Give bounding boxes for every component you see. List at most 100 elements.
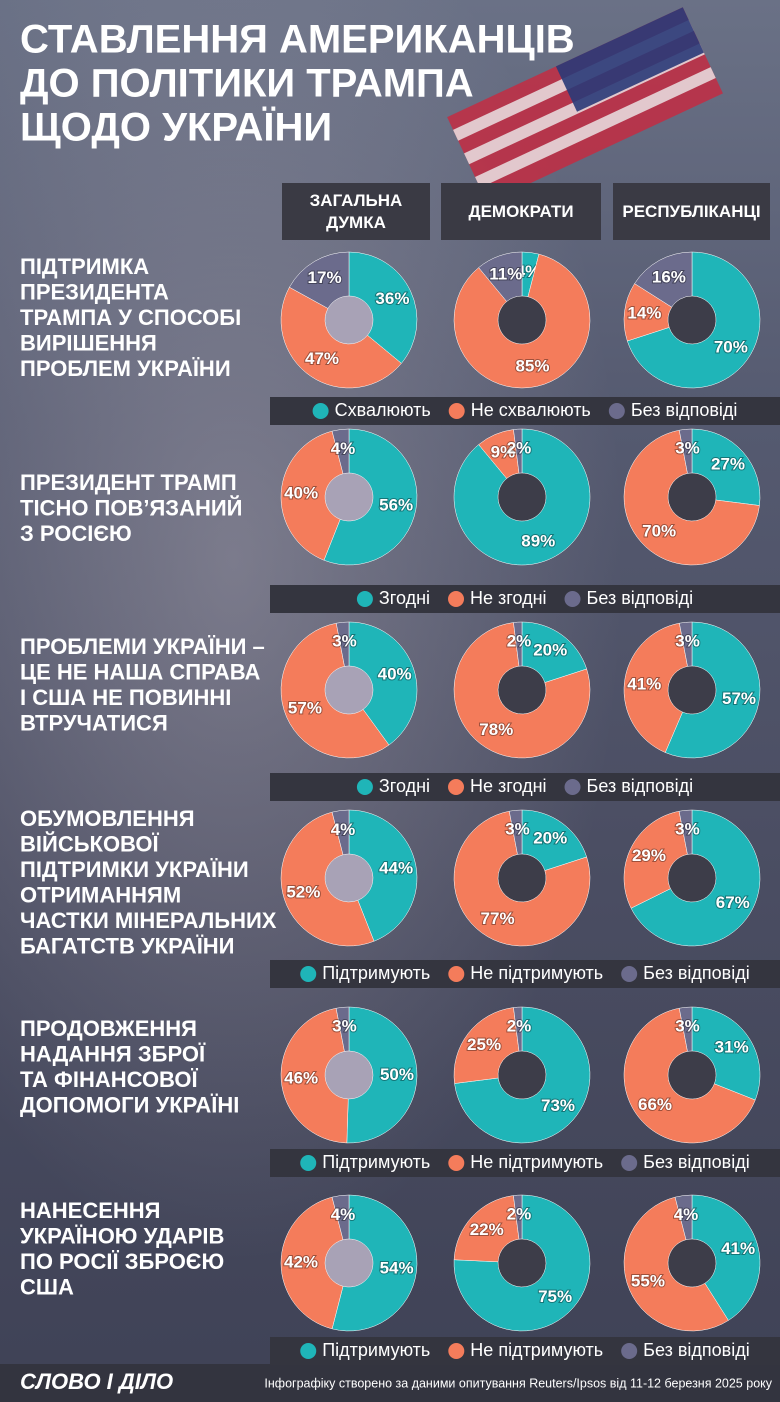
legend-swatch [300,966,317,982]
data-label: 50% [380,1065,414,1084]
data-label: 47% [305,349,339,368]
donut-segment [331,1194,418,1332]
legend-bar [270,1149,780,1177]
donut-segment [331,1194,350,1241]
data-label: 22% [470,1220,504,1239]
donut-segment [623,622,688,753]
legend-swatch [564,591,581,607]
donut-hole [498,473,546,521]
question-line: ТРАМПА У СПОСОБІ [20,305,241,330]
donut-segment [627,251,761,389]
legend-bar [270,960,780,988]
donut-hole [325,1239,373,1287]
title-line: ДО ПОЛІТИКИ ТРАМПА [20,62,474,106]
donut-segment [348,621,418,746]
donut-hole [668,296,716,344]
donut-segment [453,622,591,759]
data-label: 55% [631,1272,665,1291]
donut-segment [478,251,523,302]
legend-swatch [300,1343,317,1359]
legend: Згодні Не згодні Без відповіді [356,588,693,608]
question-line: І США НЕ ПОВИННІ [20,685,231,710]
donut-segment [346,1006,418,1144]
data-label: 3% [332,632,357,651]
legend-swatch [621,966,638,982]
flag [447,7,723,204]
data-label: 4% [331,439,356,458]
question-line: ОТРИМАННЯМ [20,882,181,907]
legend-label: Не підтримують [470,1152,603,1172]
data-label: 27% [711,455,745,474]
donut-segment [623,1196,729,1332]
data-label: 54% [380,1259,414,1278]
donut-segment [348,251,418,364]
legend-swatch [448,1155,465,1171]
donut-segment [679,621,693,667]
data-label: 3% [332,1017,357,1036]
data-label: 9% [491,442,516,461]
data-label: 89% [521,532,555,551]
question-line: ПРОБЛЕМ УКРАЇНИ [20,356,231,381]
donut-segment [623,429,760,566]
donut-segment [623,810,688,909]
question-line: НАНЕСЕННЯ [20,1198,161,1223]
column-header-text: РЕСПУБЛІКАНЦІ [622,201,761,221]
legend-label: Підтримують [322,1152,430,1172]
data-label: 85% [515,356,549,375]
legend-label: Без відповіді [631,400,738,420]
donut-hole [668,473,716,521]
legend-label: Не згодні [470,776,547,796]
data-label: 66% [638,1095,672,1114]
donut-segment [678,1006,693,1052]
legend-bar [270,1337,780,1365]
data-label: 36% [375,289,409,308]
donut-hole [325,666,373,714]
question-line: ВІЙСЬКОВОЇ [20,831,160,856]
donut-hole [668,666,716,714]
data-label: 41% [721,1239,755,1258]
data-label: 70% [642,521,676,540]
donut-segment [348,809,418,942]
data-label: 67% [716,893,750,912]
question-line: З РОСІЄЮ [20,521,132,546]
legend-label: Згодні [379,776,430,796]
data-label: 75% [538,1287,572,1306]
column-header: ДЕМОКРАТИ [441,183,601,240]
title-line: ЩОДО УКРАЇНИ [20,106,332,150]
question-line: УКРАЇНОЮ УДАРІВ [20,1223,224,1248]
column-header: ЗАГАЛЬНА ДУМКА [282,183,430,240]
question-line: ЦЕ НЕ НАША СПРАВА [20,659,261,684]
donut-segment [521,621,587,683]
column-header-text: ЗАГАЛЬНА ДУМКА [309,190,403,232]
question-line: БАГАТСТВ УКРАЇНИ [20,933,234,958]
data-label: 56% [379,495,413,514]
legend-swatch [564,779,581,795]
donut-segment [453,1194,591,1332]
question-line: ВИРІШЕННЯ [20,330,157,355]
legend-swatch [448,779,465,795]
donut-segment [691,1006,761,1101]
title-line: СТАВЛЕННЯ АМЕРИКАНЦІВ [20,18,575,62]
data-label: 40% [378,665,412,684]
question-line: ПРЕЗИДЕНТА [20,279,169,304]
legend-swatch [608,403,625,419]
question-line: ПО РОСІЇ ЗБРОЄЮ [20,1249,224,1274]
donut-segment [280,1196,344,1330]
question-line: ПРОДОВЖЕННЯ [20,1016,197,1041]
donut-segment [280,430,344,561]
data-label: 31% [715,1038,749,1057]
question-line: ПІДТРИМКА [20,254,149,279]
legend-swatch [448,966,465,982]
legend-label: Без відповіді [587,776,694,796]
data-label: 70% [714,338,748,357]
data-label: 57% [722,689,756,708]
data-label: 3% [675,820,700,839]
donut-segment [289,251,350,309]
donut-segment [513,1006,523,1052]
legend-swatch [312,403,329,419]
legend-bar [270,585,780,613]
donut-segment [280,1007,349,1144]
legend-label: Не згодні [470,588,547,608]
legend-swatch [356,591,373,607]
data-label: 4% [331,1205,356,1224]
